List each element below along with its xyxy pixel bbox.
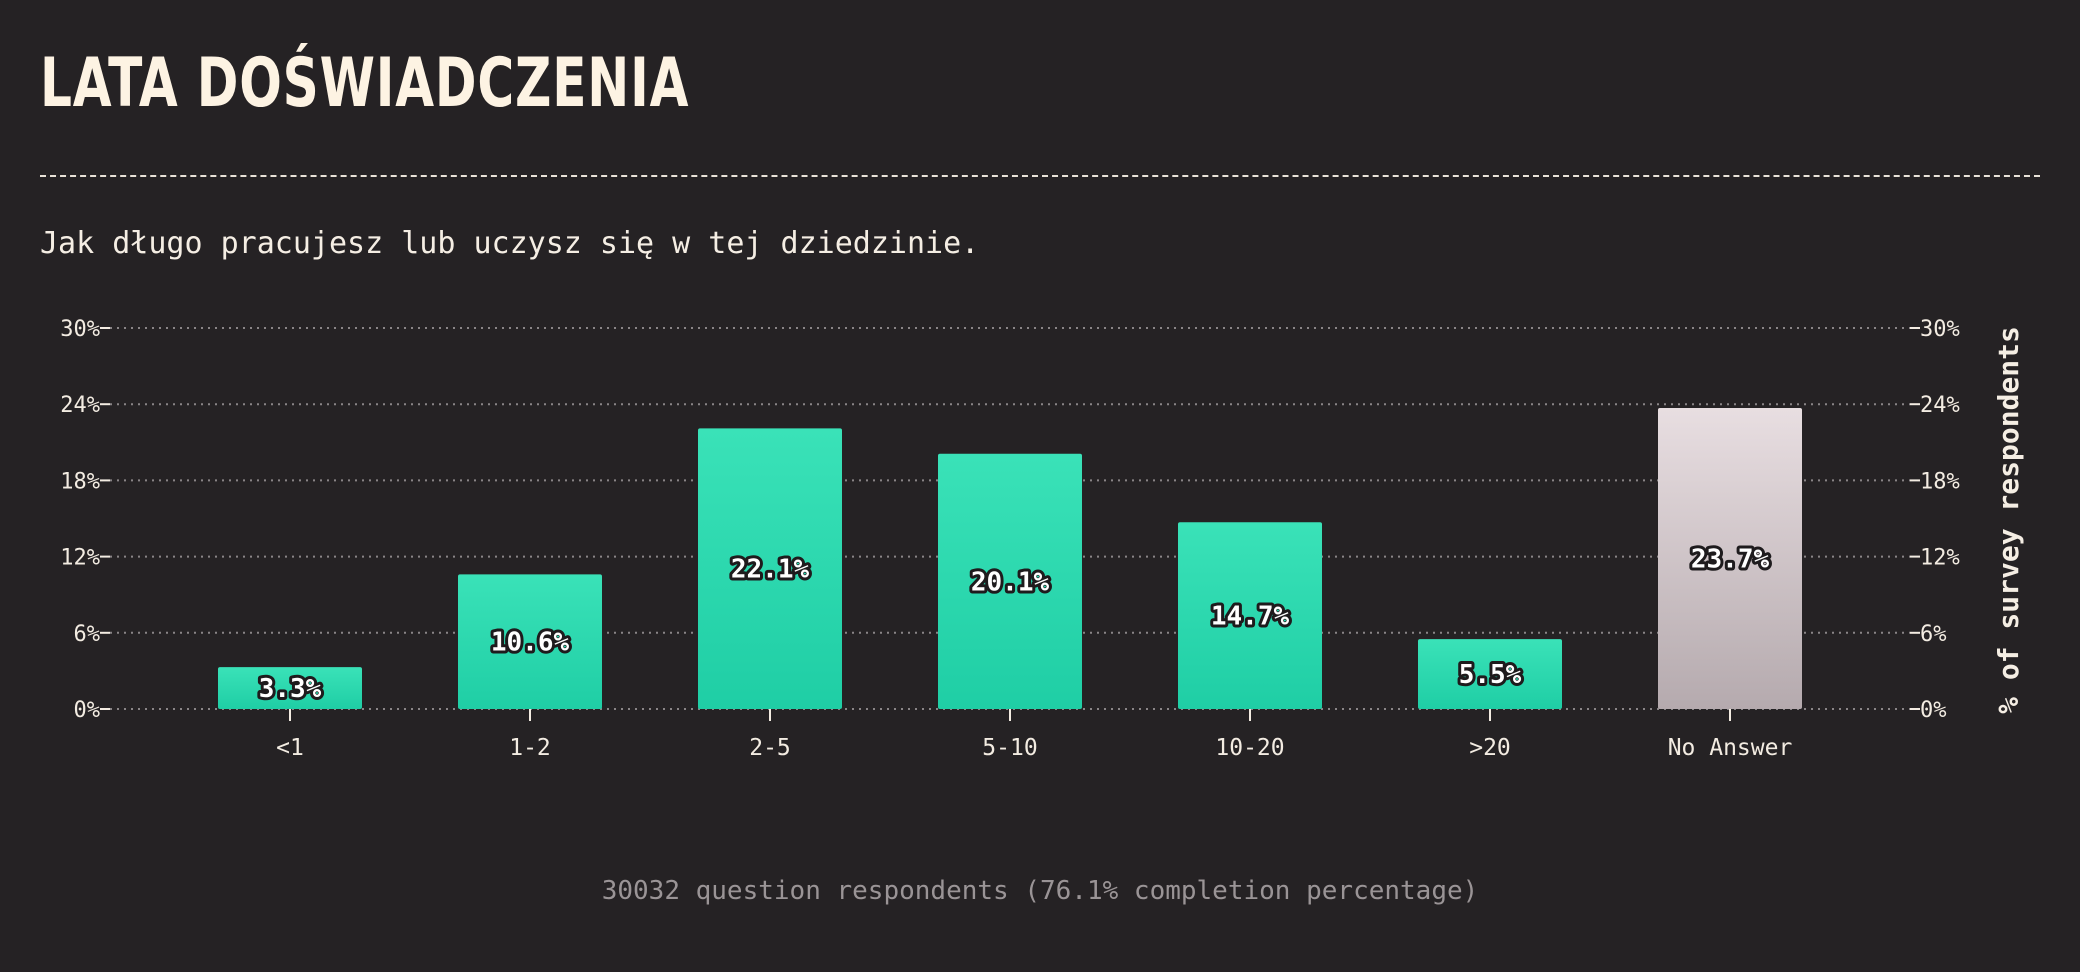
bar-value-label: 20.1%	[971, 567, 1050, 597]
axes: 0% 0% 6% 6% 12% 12% 18% 18% 24% 24% 30% 30% <1 1-2 2-5…	[60, 317, 1960, 761]
title-divider	[40, 175, 2040, 177]
bar-value-labels: 3.3% 10.6% 22.1% 20.1% 14.7% 5.5% 23.7%	[256, 542, 1773, 708]
bar-value-label: 22.1%	[731, 555, 810, 585]
bar-value-label: 3.3%	[259, 674, 322, 704]
y-tick-label-right: 18%	[1920, 469, 1960, 494]
bar-value-label: 23.7%	[1691, 545, 1770, 575]
y-axis-label: % of survey respondents	[1992, 326, 2025, 714]
bar	[1178, 522, 1322, 709]
bar-value-label: 10.6%	[491, 628, 570, 658]
gridlines	[110, 327, 1910, 710]
x-tick-label: No Answer	[1668, 735, 1793, 761]
y-tick-label-left: 24%	[60, 393, 100, 418]
x-tick-label: >20	[1469, 735, 1511, 761]
bar	[938, 453, 1082, 709]
chart-subtitle: Jak długo pracujesz lub uczysz się w tej…	[40, 226, 980, 261]
y-tick-label-left: 0%	[74, 698, 101, 723]
y-tick-label-left: 12%	[60, 546, 100, 571]
y-tick-label-right: 24%	[1920, 393, 1960, 418]
respondents-footer: 30032 question respondents (76.1% comple…	[601, 876, 1479, 906]
x-tick-label: <1	[276, 735, 304, 761]
x-tick-label: 10-20	[1215, 735, 1284, 761]
y-tick-label-right: 30%	[1920, 317, 1960, 342]
bar-value-label: 14.7%	[1211, 602, 1290, 632]
bar	[698, 428, 842, 709]
x-tick-label: 5-10	[982, 735, 1037, 761]
bar	[458, 574, 602, 709]
x-tick-label: 1-2	[509, 735, 551, 761]
y-tick-label-right: 6%	[1920, 622, 1947, 647]
bar-no-answer	[1658, 408, 1802, 709]
y-tick-label-left: 6%	[74, 622, 101, 647]
x-tick-label: 2-5	[749, 735, 791, 761]
bar	[218, 667, 362, 709]
y-tick-label-right: 0%	[1920, 698, 1947, 723]
bar-chart: 3.3% 10.6% 22.1% 20.1% 14.7% 5.5% 23.7% 0% 0% 6%…	[60, 317, 2025, 761]
bar-value-label: 5.5%	[1459, 660, 1522, 690]
y-tick-label-left: 30%	[60, 317, 100, 342]
bar	[1418, 639, 1562, 709]
bars	[218, 408, 1802, 709]
chart-title: LATA DOŚWIADCZENIA	[40, 44, 690, 123]
y-tick-label-left: 18%	[60, 469, 100, 494]
y-tick-label-right: 12%	[1920, 546, 1960, 571]
